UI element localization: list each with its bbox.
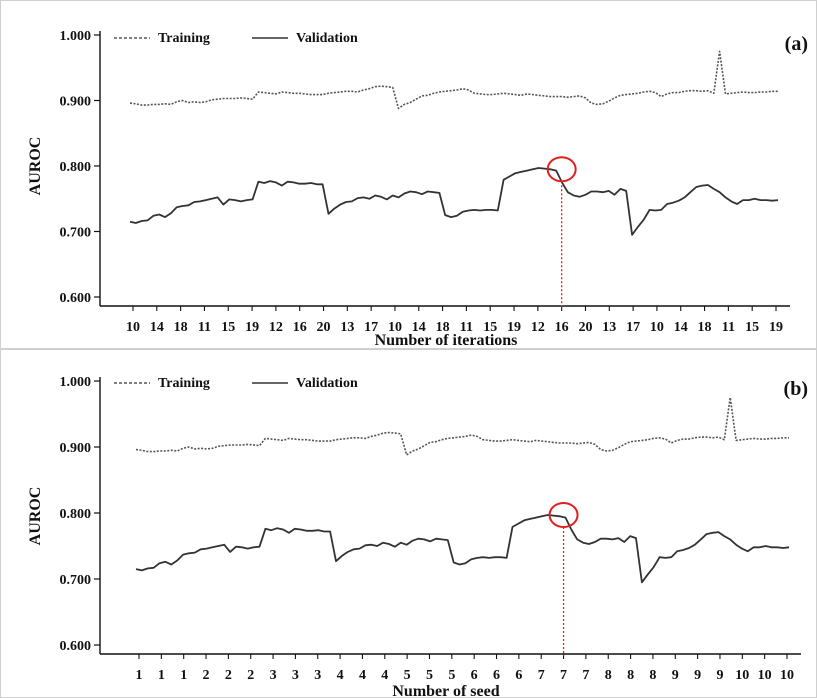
x-tick-label: 6 — [515, 668, 522, 683]
x-tick-label: 18 — [174, 320, 188, 335]
x-tick-label: 18 — [698, 320, 712, 335]
x-tick-label: 8 — [649, 668, 656, 683]
x-tick-label: 1 — [180, 668, 187, 683]
y-tick-label: 0.900 — [60, 95, 92, 110]
series-line-validation — [135, 514, 790, 584]
x-tick-label: 16 — [555, 320, 569, 335]
x-tick-label: 17 — [364, 320, 378, 335]
x-tick-label: 6 — [493, 668, 500, 683]
y-tick-label: 0.700 — [60, 573, 92, 588]
x-tick-label: 8 — [605, 668, 612, 683]
x-tick-label: 14 — [150, 320, 164, 335]
x-tick-label: 20 — [317, 320, 331, 335]
y-tick-label: 0.700 — [60, 226, 92, 241]
x-tick-label: 7 — [560, 668, 567, 683]
x-tick-label: 3 — [270, 668, 277, 683]
x-tick-label: 18 — [436, 320, 450, 335]
x-tick-label: 17 — [626, 320, 640, 335]
x-tick-label: 10 — [126, 320, 140, 335]
y-tick-label: 0.800 — [60, 507, 92, 522]
panel-b-yticks: 0.600 0.700 0.800 0.900 1.000 — [60, 375, 100, 654]
legend-label-training: Training — [158, 376, 210, 391]
x-tick-label: 9 — [672, 668, 679, 683]
panel-b-legend: Training Validation — [114, 376, 358, 391]
y-tick-label: 0.800 — [60, 160, 92, 175]
panel-a-label: (a) — [785, 33, 808, 55]
x-tick-label: 19 — [245, 320, 259, 335]
chart-panel-a: 0.600 0.700 0.800 0.900 1.000 10 14 18 11 15 19 12… — [0, 0, 817, 349]
x-tick-label: 15 — [483, 320, 497, 335]
x-tick-label: 4 — [381, 668, 388, 683]
x-tick-label: 5 — [448, 668, 455, 683]
x-tick-label: 1 — [136, 668, 143, 683]
x-tick-label: 16 — [293, 320, 307, 335]
x-tick-label: 8 — [627, 668, 634, 683]
x-tick-label: 9 — [694, 668, 701, 683]
y-tick-label: 0.900 — [60, 441, 92, 456]
x-tick-label: 7 — [582, 668, 589, 683]
x-tick-label: 12 — [531, 320, 545, 335]
x-tick-label: 10 — [388, 320, 402, 335]
x-tick-label: 15 — [221, 320, 235, 335]
series-line-training — [135, 396, 789, 456]
x-tick-label: 15 — [745, 320, 759, 335]
panel-b-frame — [0, 349, 817, 698]
x-tick-label: 11 — [198, 320, 211, 335]
x-tick-label: 2 — [203, 668, 210, 683]
x-tick-label: 5 — [426, 668, 433, 683]
panel-a-xticks: 10 14 18 11 15 19 12 16 20 13 17 10 14 18 11 15 19 12 16 20… — [126, 306, 783, 335]
x-tick-label: 2 — [247, 668, 254, 683]
x-tick-label: 11 — [722, 320, 735, 335]
x-tick-label: 4 — [359, 668, 366, 683]
x-tick-label: 10 — [780, 668, 794, 683]
x-tick-label: 14 — [412, 320, 426, 335]
series-line-training — [129, 50, 778, 110]
panel-b-ylabel: AUROC — [27, 487, 44, 546]
panel-b-xticks: 1 1 1 2 2 2 3 3 3 4 4 4 5 5 5 6 6 6 7 7 7 8 8 8 9 9 9 10 10 10 — [136, 654, 794, 683]
panel-b-xlabel: Number of seed — [392, 683, 499, 698]
x-tick-label: 7 — [538, 668, 545, 683]
y-tick-label: 0.600 — [60, 639, 92, 654]
x-tick-label: 13 — [340, 320, 354, 335]
panel-a-xlabel: Number of iterations — [375, 332, 518, 349]
x-tick-label: 20 — [578, 320, 592, 335]
panel-b-series — [135, 396, 790, 584]
x-tick-label: 19 — [769, 320, 783, 335]
panel-b-label: (b) — [784, 378, 808, 400]
panel-a-ylabel: AUROC — [27, 137, 44, 196]
x-tick-label: 9 — [716, 668, 723, 683]
panel-a-series — [129, 50, 779, 236]
x-tick-label: 13 — [602, 320, 616, 335]
x-tick-label: 10 — [758, 668, 772, 683]
x-tick-label: 5 — [404, 668, 411, 683]
y-tick-label: 0.600 — [60, 291, 92, 306]
panel-a-axes — [99, 31, 790, 307]
x-tick-label: 4 — [337, 668, 344, 683]
x-tick-label: 10 — [650, 320, 664, 335]
x-tick-label: 11 — [460, 320, 473, 335]
y-tick-label: 1.000 — [60, 29, 92, 44]
x-tick-label: 19 — [507, 320, 521, 335]
highlight-circle — [548, 501, 579, 528]
x-tick-label: 1 — [158, 668, 165, 683]
panel-b-highlight — [548, 501, 579, 656]
x-tick-label: 3 — [292, 668, 299, 683]
y-tick-label: 1.000 — [60, 375, 92, 390]
legend-label-validation: Validation — [296, 31, 358, 46]
legend-label-training: Training — [158, 31, 210, 46]
panel-a-yticks: 0.600 0.700 0.800 0.900 1.000 — [60, 29, 100, 306]
panel-a-highlight — [546, 156, 577, 308]
x-tick-label: 6 — [471, 668, 478, 683]
x-tick-label: 2 — [225, 668, 232, 683]
panel-b-axes — [99, 377, 801, 655]
panel-a-frame — [0, 0, 817, 349]
x-tick-label: 10 — [735, 668, 749, 683]
x-tick-label: 3 — [314, 668, 321, 683]
x-tick-label: 12 — [269, 320, 283, 335]
series-line-validation — [129, 167, 779, 236]
panel-a-legend: Training Validation — [114, 31, 358, 46]
legend-label-validation: Validation — [296, 376, 358, 391]
x-tick-label: 14 — [674, 320, 688, 335]
